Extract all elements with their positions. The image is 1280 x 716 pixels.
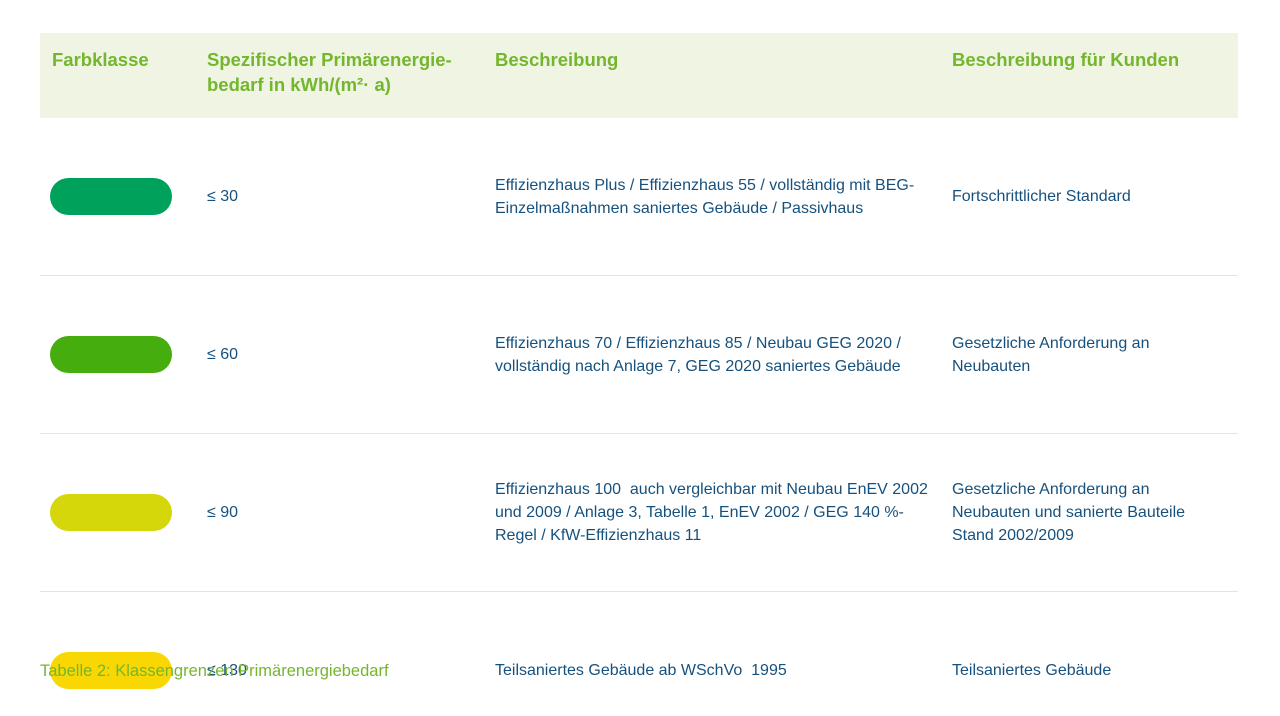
table-row: ≤ 60 Effizienzhaus 70 / Effizienzhaus 85… [40, 275, 1238, 433]
energy-class-color-pill [50, 494, 172, 531]
table-body: ≤ 30 Effizienzhaus Plus / Effizienzhaus … [40, 118, 1238, 716]
energy-value: ≤ 90 [207, 504, 239, 521]
color-cell [40, 118, 207, 275]
energy-value: ≤ 130 [207, 662, 247, 679]
customer-description: Gesetzliche Anforderung an Neubauten und… [952, 481, 1190, 544]
customer-description: Gesetzliche Anforderung an Neubauten [952, 334, 1154, 375]
description: Effizienzhaus Plus / Effizienzhaus 55 / … [495, 176, 915, 217]
color-cell [40, 592, 207, 716]
customer-description: Teilsaniertes Gebäude [952, 662, 1112, 679]
table-caption: Tabelle 2: Klassengrenzen Primärenergieb… [40, 662, 389, 680]
header-farbklasse: Farbklasse [52, 49, 149, 70]
header-primaerenergiebedarf: Spezifischer Primärenergie- bedarf in kW… [207, 33, 495, 118]
energy-value: ≤ 30 [207, 188, 239, 205]
table-header-row: Farbklasse Spezifischer Primärenergie- b… [40, 33, 1238, 118]
energy-class-color-pill [50, 652, 172, 689]
table-row: ≤ 90 Effizienzhaus 100 auch vergleichbar… [40, 433, 1238, 591]
header-beschreibung-kunden: Beschreibung für Kunden [952, 49, 1180, 70]
table-row: ≤ 130 Teilsaniertes Gebäude ab WSchVo 19… [40, 591, 1238, 716]
header-beschreibung: Beschreibung [495, 49, 619, 70]
description: Effizienzhaus 70 / Effizienzhaus 85 / Ne… [495, 334, 906, 375]
header-primaerenergiebedarf-line2: bedarf in kWh/(m²· a) [207, 74, 391, 95]
customer-description: Fortschrittlicher Standard [952, 188, 1131, 205]
description: Effizienzhaus 100 auch vergleichbar mit … [495, 481, 933, 544]
energy-class-table: Farbklasse Spezifischer Primärenergie- b… [40, 33, 1238, 716]
table-row: ≤ 30 Effizienzhaus Plus / Effizienzhaus … [40, 118, 1238, 275]
color-cell [40, 434, 207, 591]
header-primaerenergiebedarf-line1: Spezifischer Primärenergie- [207, 49, 452, 70]
energy-value: ≤ 60 [207, 346, 239, 363]
energy-class-color-pill [50, 178, 172, 215]
description: Teilsaniertes Gebäude ab WSchVo 1995 [495, 662, 787, 679]
energy-class-color-pill [50, 336, 172, 373]
color-cell [40, 276, 207, 433]
